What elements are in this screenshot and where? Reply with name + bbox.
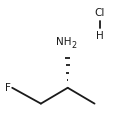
- Text: H: H: [96, 31, 104, 41]
- Text: Cl: Cl: [95, 8, 105, 18]
- Text: 2: 2: [72, 41, 77, 50]
- Text: NH: NH: [56, 37, 72, 47]
- Text: F: F: [5, 83, 11, 93]
